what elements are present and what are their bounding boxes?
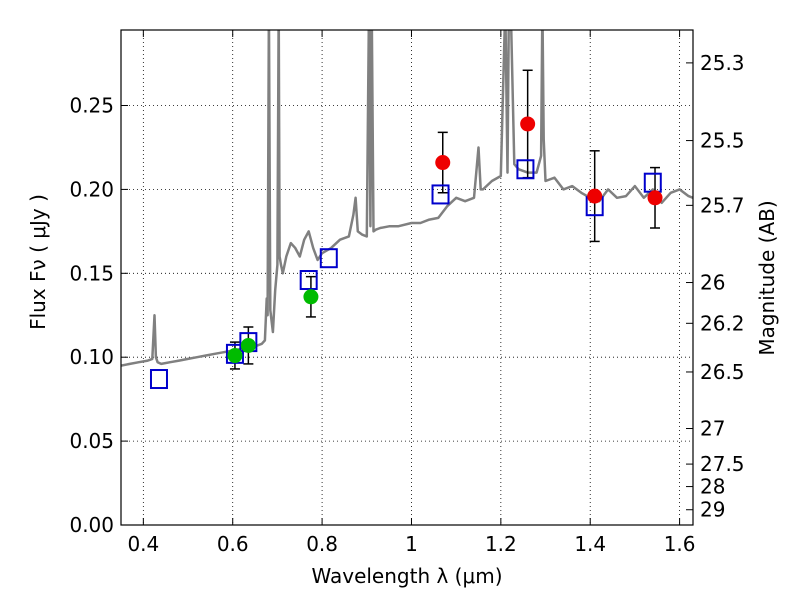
tick-layer: 0.4 0.6 0.8 1 1.2 1.4 1.6 0.00 0.05 0.10 0.15 0.20 0…: [69, 30, 745, 556]
model-box: [431, 184, 450, 205]
green-data-point: [303, 289, 319, 305]
x-tick-label: 1: [405, 532, 418, 556]
model-box-layer: [149, 159, 662, 390]
x-tick-label: 1.6: [664, 532, 696, 556]
y-tick-label: 0.10: [69, 345, 114, 369]
red-data-point: [435, 155, 451, 171]
errorbar-layer: [229, 69, 661, 370]
spectrum-layer: [121, 30, 693, 367]
x-axis-label: Wavelength λ (μm): [311, 564, 502, 588]
y2-tick-label: 27: [700, 417, 725, 441]
point-layer: [227, 116, 663, 364]
grid-lines: [121, 30, 693, 526]
y-tick-label: 0.20: [69, 177, 114, 201]
y-tick-label: 0.15: [69, 261, 114, 285]
spectrum-line: [121, 30, 693, 367]
model-box: [319, 248, 338, 269]
y2-tick-label: 29: [700, 498, 725, 522]
red-data-point: [587, 188, 603, 204]
model-box: [516, 159, 535, 180]
model-box: [299, 270, 318, 291]
y2-axis-label: Magnitude (AB): [755, 200, 779, 355]
x-tick-label: 1.4: [574, 532, 606, 556]
x-tick-label: 0.6: [217, 532, 249, 556]
plot-frame: [120, 29, 694, 526]
y-tick-label: 0.05: [69, 429, 114, 453]
y-tick-label: 0.00: [69, 513, 114, 537]
y2-tick-label: 25.5: [700, 129, 745, 153]
x-tick-label: 0.8: [306, 532, 338, 556]
y2-tick-label: 27.5: [700, 452, 745, 476]
model-box: [149, 369, 168, 390]
y2-tick-label: 26.5: [700, 360, 745, 384]
y2-tick-label: 25.3: [700, 51, 745, 75]
red-data-point: [647, 190, 663, 206]
y2-tick-label: 28: [700, 475, 725, 499]
green-data-point: [227, 348, 243, 364]
y2-tick-label: 26: [700, 271, 725, 295]
x-tick-label: 0.4: [127, 532, 159, 556]
green-data-point: [240, 337, 256, 353]
y2-tick-label: 26.2: [700, 311, 745, 335]
x-tick-label: 1.2: [485, 532, 517, 556]
y-tick-label: 0.25: [69, 94, 114, 118]
y-axis-label: Flux Fν ( μJy ): [26, 194, 50, 330]
y2-tick-label: 25.7: [700, 193, 745, 217]
red-data-point: [520, 116, 536, 132]
